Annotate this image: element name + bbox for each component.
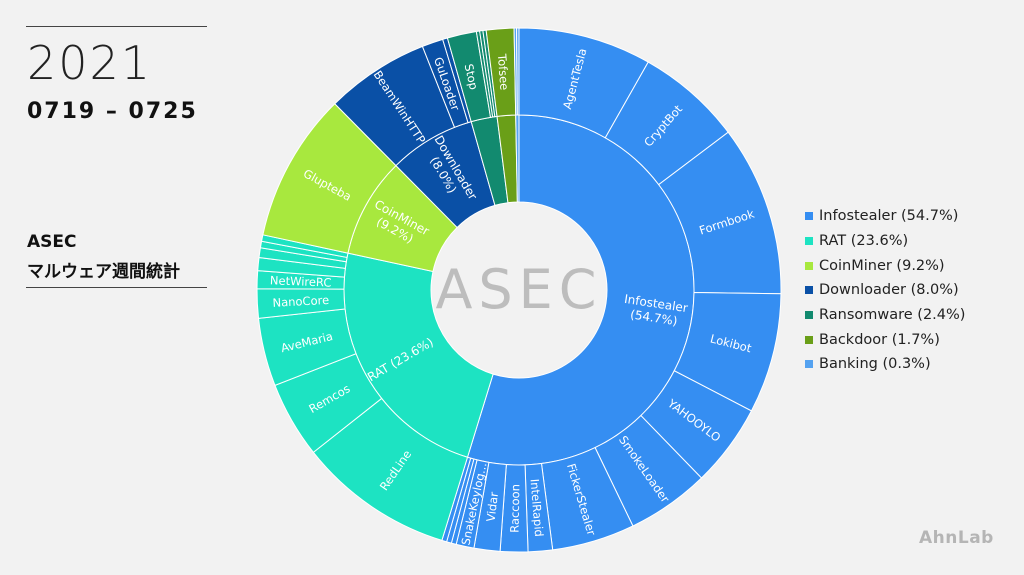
- legend-item[interactable]: RAT (23.6%): [805, 229, 965, 254]
- legend-label: Infostealer (54.7%): [819, 208, 959, 225]
- legend-item[interactable]: Infostealer (54.7%): [805, 204, 965, 229]
- legend-swatch: [805, 261, 813, 270]
- legend-swatch: [805, 311, 813, 320]
- legend: Infostealer (54.7%) RAT (23.6%) CoinMiner …: [805, 204, 965, 377]
- year-title: 2021: [27, 36, 153, 90]
- ahnlab-logo: AhnLab: [919, 528, 994, 548]
- report-title-line2: マルウェア週間統計: [27, 262, 180, 282]
- top-rule: [26, 26, 207, 27]
- legend-swatch: [805, 286, 813, 295]
- legend-label: Downloader (8.0%): [819, 282, 959, 299]
- date-range: 0719 – 0725: [27, 99, 198, 124]
- report-title-line1: ASEC: [27, 232, 77, 252]
- segment-child[interactable]: [516, 27, 520, 116]
- legend-swatch: [805, 212, 813, 221]
- legend-label: RAT (23.6%): [819, 233, 909, 250]
- bottom-rule: [26, 287, 207, 288]
- legend-label: CoinMiner (9.2%): [819, 257, 945, 274]
- legend-item[interactable]: Banking (0.3%): [805, 352, 965, 377]
- legend-item[interactable]: Ransomware (2.4%): [805, 303, 965, 328]
- child-label: Raccoon: [507, 484, 522, 533]
- legend-item[interactable]: Backdoor (1.7%): [805, 327, 965, 352]
- child-label: Stop: [462, 62, 481, 91]
- legend-item[interactable]: CoinMiner (9.2%): [805, 253, 965, 278]
- legend-label: Banking (0.3%): [819, 356, 931, 373]
- child-label: Tofsee: [495, 52, 512, 90]
- child-label: NanoCore: [272, 293, 329, 310]
- center-logo: ASEC: [435, 258, 602, 321]
- child-label: NetWireRC: [270, 273, 332, 289]
- legend-label: Backdoor (1.7%): [819, 331, 940, 348]
- legend-swatch: [805, 237, 813, 246]
- child-label: IntelRapid: [527, 478, 546, 537]
- legend-swatch: [805, 360, 813, 369]
- legend-label: Ransomware (2.4%): [819, 307, 966, 324]
- child-label: Vidar: [484, 491, 502, 523]
- legend-swatch: [805, 335, 813, 344]
- legend-item[interactable]: Downloader (8.0%): [805, 278, 965, 303]
